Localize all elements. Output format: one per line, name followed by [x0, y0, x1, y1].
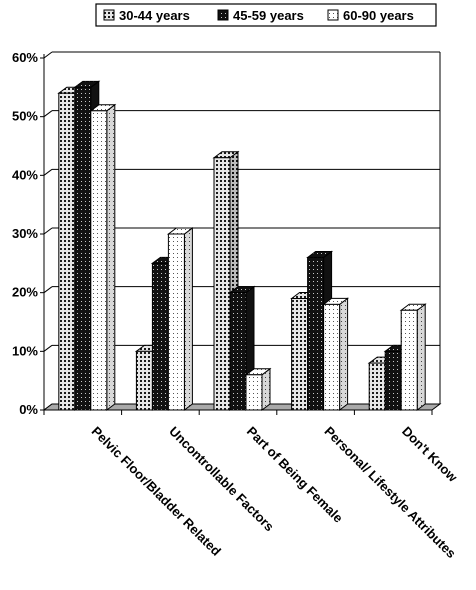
legend-label: 30-44 years [119, 8, 190, 23]
legend-swatch [103, 9, 115, 21]
bar [322, 297, 350, 411]
legend-box [95, 3, 437, 27]
bar-front [291, 298, 309, 411]
x-tick-label: Pelvic Floor/Bladder Related [89, 424, 224, 559]
x-tick-label: Don't Know [399, 424, 461, 486]
bars [57, 80, 427, 411]
bar-front [368, 362, 386, 411]
bar [166, 227, 194, 411]
bar-side [416, 303, 426, 411]
bar-front [90, 110, 108, 411]
bar-front [135, 350, 153, 411]
bar-side [339, 297, 349, 411]
legend-label: 60-90 years [343, 8, 414, 23]
gridline-depth [43, 227, 53, 235]
bar-front [384, 350, 402, 411]
bar [399, 303, 427, 411]
gridline-depth [43, 110, 53, 118]
bar-side [261, 367, 271, 411]
bar-front [323, 303, 341, 411]
bar-front [213, 157, 231, 411]
bar-front [307, 256, 325, 411]
legend-label: 45-59 years [233, 8, 304, 23]
y-tick-label: 30% [12, 226, 38, 241]
legend-swatch [217, 9, 229, 21]
bar-front [400, 309, 418, 411]
bar [244, 367, 272, 411]
legend: 30-44 years 45-59 years 60-90 years [95, 3, 437, 27]
y-tick-label: 10% [12, 343, 38, 358]
bar-side [106, 103, 116, 411]
y-tick-label: 60% [12, 50, 38, 65]
gridline-depth [43, 51, 53, 59]
bar-front [245, 374, 263, 411]
bar-front [229, 292, 247, 411]
bar-front [167, 233, 185, 411]
gridline-depth [43, 168, 53, 176]
gridline-depth [43, 286, 53, 294]
x-tick-label: Personal/ Lifestyle Attributes [321, 424, 458, 561]
bar [89, 103, 117, 411]
bar-front [74, 86, 92, 411]
bar-front [151, 262, 169, 411]
bar-side [183, 227, 193, 411]
y-tick-label: 20% [12, 285, 38, 300]
y-tick-label: 50% [12, 109, 38, 124]
y-tick-label: 40% [12, 167, 38, 182]
y-tick-label: 0% [19, 402, 38, 417]
bar-front [58, 92, 76, 411]
legend-swatch [327, 9, 339, 21]
gridline-depth [43, 344, 53, 352]
